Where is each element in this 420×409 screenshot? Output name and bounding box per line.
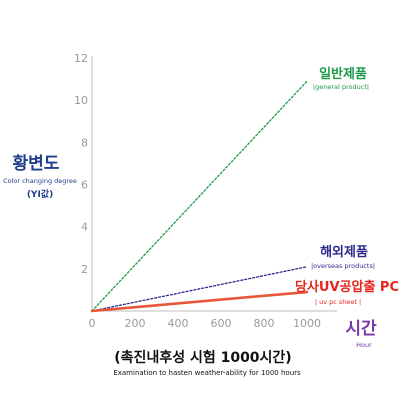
series-line-2 — [90, 290, 309, 313]
y-tick-label: 2 — [81, 263, 88, 276]
x-tick-label: 600 — [211, 317, 232, 330]
y-tick-label: 4 — [81, 221, 88, 234]
caption-en: Examination to hasten weather-ability fo… — [113, 369, 301, 377]
xlabel-ko: 시간 — [345, 319, 377, 339]
x-tick-label: 800 — [254, 317, 275, 330]
series-lines — [90, 80, 309, 313]
chart-axes — [91, 56, 337, 312]
series-label-general-ko: 일반제품 — [319, 66, 367, 82]
y-tick-label: 10 — [74, 94, 88, 107]
x-tick-label: 200 — [125, 317, 146, 330]
tick-labels: 0 200 400 600 800 1000 2 4 6 8 10 12 — [74, 52, 321, 330]
series-line-1 — [91, 266, 308, 312]
ylabel-unit: (YI값) — [27, 188, 53, 200]
caption-ko: (촉진내후성 시험 1000시간) — [114, 349, 291, 366]
series-line-0 — [91, 80, 308, 312]
x-tick-label: 400 — [168, 317, 189, 330]
series-label-overseas-ko: 해외제품 — [320, 244, 368, 260]
ylabel-en: Color changing degree — [3, 177, 77, 185]
y-tick-label: 8 — [81, 136, 88, 149]
xlabel-en: Hour — [356, 341, 372, 349]
series-label-general-en: |general product| — [313, 83, 369, 91]
series-label-overseas-en: |overseas products| — [311, 262, 375, 270]
ylabel-ko: 황변도 — [13, 154, 60, 174]
y-tick-label: 12 — [74, 52, 88, 65]
series-label-uvpc-ko: 당사UV공압출 PC — [295, 279, 399, 295]
y-tick-label: 6 — [81, 179, 88, 192]
x-tick-label: 0 — [89, 317, 96, 330]
series-label-uvpc-en: | uv pc sheet | — [315, 298, 361, 306]
x-tick-label: 1000 — [293, 317, 321, 330]
